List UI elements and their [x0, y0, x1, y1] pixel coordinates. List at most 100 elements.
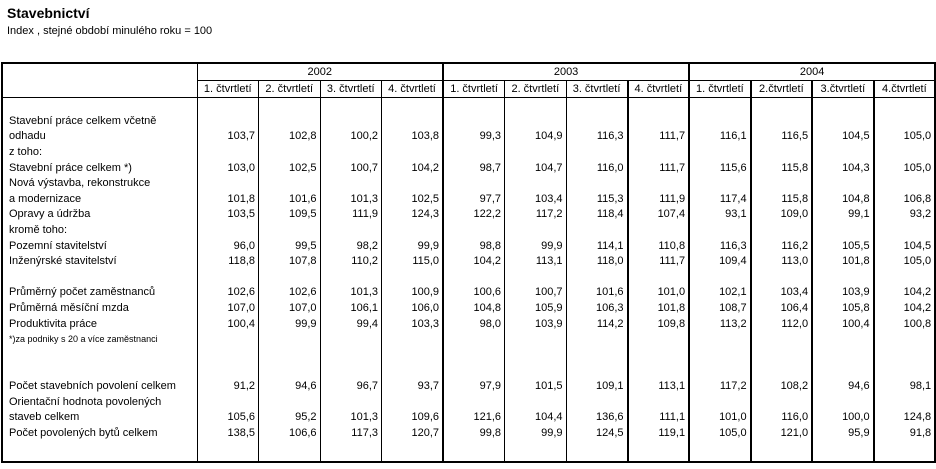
- value-cell: 100,2: [319, 129, 382, 145]
- value-cell: [688, 113, 751, 130]
- row-label: Inženýrské stavitelství: [9, 255, 117, 268]
- value-cell: 105,0: [688, 425, 751, 442]
- value-cell: 98,1: [872, 378, 936, 395]
- value-cell: [565, 331, 628, 348]
- table-row: [2, 363, 936, 379]
- value-cell: [565, 394, 628, 410]
- value-cell: 101,5: [504, 378, 567, 395]
- value-cell: [872, 441, 936, 463]
- value-cell: 102,6: [196, 285, 259, 301]
- value-cell: 121,0: [749, 425, 813, 442]
- value-cell: [565, 363, 628, 379]
- value-cell: 110,2: [319, 253, 382, 270]
- value-cell: 100,8: [872, 316, 936, 332]
- row-label: Nová výstavba, rekonstrukce: [9, 177, 151, 190]
- value-cell: [442, 331, 505, 348]
- value-cell: [381, 222, 444, 239]
- table-row: Počet stavebních povolení celkem 91,2 94,6…: [2, 378, 936, 395]
- table-row: Průměrný počet zaměstnanců 102,6 102,6 101,…: [2, 285, 936, 301]
- value-cell: 102,8: [258, 129, 320, 145]
- value-cell: 104,2: [442, 253, 505, 270]
- value-cell: 93,1: [688, 207, 751, 223]
- value-cell: [749, 97, 813, 114]
- value-cell: 98,0: [442, 316, 505, 332]
- value-cell: [872, 97, 936, 114]
- value-cell: 99,9: [504, 238, 567, 254]
- year-header-2004: 2004: [688, 63, 936, 81]
- value-cell: [258, 394, 320, 410]
- value-cell: [749, 331, 813, 348]
- table-row: Nová výstavba, rekonstrukce: [2, 175, 936, 192]
- value-cell: 99,9: [258, 316, 320, 332]
- table-row: Počet povolených bytů celkem 138,5 106,6 11…: [2, 425, 936, 442]
- quarter-header: 2. čtvrtletí: [258, 80, 320, 98]
- table-row: Inženýrské stavitelství 118,8 107,8 110,2 11…: [2, 253, 936, 270]
- value-cell: [381, 269, 444, 286]
- value-cell: 115,8: [749, 191, 813, 208]
- row-label: Orientační hodnota povolených: [9, 395, 162, 408]
- value-cell: 111,9: [626, 191, 690, 208]
- value-cell: [504, 144, 567, 161]
- value-cell: [811, 441, 874, 463]
- value-cell: [381, 97, 444, 114]
- value-cell: 100,9: [381, 285, 444, 301]
- value-cell: [811, 97, 874, 114]
- value-cell: [872, 222, 936, 239]
- value-cell: [442, 144, 505, 161]
- value-cell: 101,3: [319, 409, 382, 426]
- table-row: odhadu 103,7 102,8 100,2 103,8 99,3 104,9 116,3…: [2, 129, 936, 145]
- value-cell: 107,4: [626, 207, 690, 223]
- value-cell: [196, 113, 259, 130]
- value-cell: [504, 222, 567, 239]
- value-cell: 100,0: [811, 409, 874, 426]
- value-cell: [565, 175, 628, 192]
- value-cell: [688, 269, 751, 286]
- value-cell: 104,4: [504, 409, 567, 426]
- value-cell: [196, 144, 259, 161]
- value-cell: 104,7: [504, 160, 567, 176]
- value-cell: [872, 347, 936, 364]
- value-cell: [258, 331, 320, 348]
- value-cell: [688, 222, 751, 239]
- value-cell: 106,3: [565, 300, 628, 317]
- value-cell: [196, 222, 259, 239]
- table-row: Opravy a údržba 103,5 109,5 111,9 124,3 122,2…: [2, 207, 936, 223]
- value-cell: [688, 347, 751, 364]
- value-cell: [626, 347, 690, 364]
- value-cell: 108,2: [749, 378, 813, 395]
- value-cell: [565, 222, 628, 239]
- value-cell: 100,7: [319, 160, 382, 176]
- value-cell: 104,5: [811, 129, 874, 145]
- value-cell: [626, 97, 690, 114]
- value-cell: [442, 222, 505, 239]
- value-cell: [688, 97, 751, 114]
- value-cell: 96,0: [196, 238, 259, 254]
- value-cell: 119,1: [626, 425, 690, 442]
- value-cell: 116,0: [565, 160, 628, 176]
- value-cell: [504, 113, 567, 130]
- table-row: *)za podniky s 20 a více zaměstnanci: [2, 331, 936, 348]
- value-cell: [688, 394, 751, 410]
- value-cell: 114,1: [565, 238, 628, 254]
- value-cell: 111,7: [626, 253, 690, 270]
- value-cell: 103,4: [749, 285, 813, 301]
- value-cell: [872, 144, 936, 161]
- value-cell: [196, 363, 259, 379]
- value-cell: 103,7: [196, 129, 259, 145]
- value-cell: 101,3: [319, 285, 382, 301]
- value-cell: [565, 269, 628, 286]
- value-cell: [872, 113, 936, 130]
- value-cell: [749, 113, 813, 130]
- value-cell: [504, 97, 567, 114]
- value-cell: 104,8: [811, 191, 874, 208]
- table-row: Stavební práce celkem *) 103,0 102,5 100,7 1…: [2, 160, 936, 176]
- value-cell: [749, 347, 813, 364]
- value-cell: [688, 331, 751, 348]
- value-cell: [811, 269, 874, 286]
- value-cell: 103,9: [504, 316, 567, 332]
- value-cell: 105,5: [811, 238, 874, 254]
- value-cell: 112,0: [749, 316, 813, 332]
- value-cell: [442, 363, 505, 379]
- value-cell: 96,7: [319, 378, 382, 395]
